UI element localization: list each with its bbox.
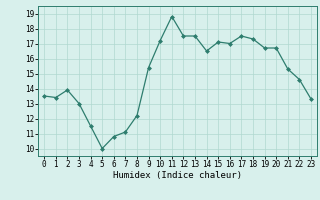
X-axis label: Humidex (Indice chaleur): Humidex (Indice chaleur) <box>113 171 242 180</box>
